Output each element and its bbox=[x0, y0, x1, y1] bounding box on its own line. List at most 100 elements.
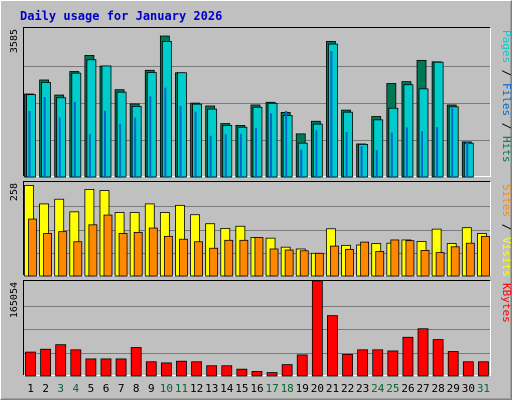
x-tick-label: 3 bbox=[57, 382, 64, 395]
x-tick-label: 19 bbox=[296, 382, 309, 395]
bar-kbytes bbox=[296, 354, 308, 377]
bar-sites bbox=[28, 218, 37, 277]
legend-segment: Hits bbox=[500, 136, 512, 163]
bar-pages bbox=[315, 130, 318, 177]
bar-files bbox=[41, 82, 51, 178]
x-tick-label: 24 bbox=[371, 382, 385, 395]
bar-pages bbox=[224, 134, 227, 177]
bar-sites bbox=[133, 231, 143, 277]
x-tick-label: 25 bbox=[386, 382, 399, 395]
bar-sites bbox=[465, 242, 475, 277]
bar-files bbox=[388, 107, 399, 178]
bar-pages bbox=[164, 87, 167, 177]
bar-files bbox=[207, 108, 218, 178]
bars-hits bbox=[24, 35, 474, 178]
legend-kbytes: KBytes bbox=[500, 283, 512, 323]
y-max-label: 3585 bbox=[9, 29, 20, 53]
panel-border-dark bbox=[23, 27, 491, 177]
bar-sites bbox=[481, 235, 490, 277]
bar-sites bbox=[450, 246, 460, 277]
bar-kbytes bbox=[462, 361, 474, 377]
bar-sites bbox=[314, 252, 324, 277]
x-tick-label: 17 bbox=[265, 382, 278, 395]
panel-border-dark bbox=[23, 280, 491, 376]
bar-kbytes bbox=[85, 358, 97, 377]
bar-kbytes bbox=[251, 371, 263, 377]
bar-pages bbox=[119, 123, 122, 177]
bar-files bbox=[86, 59, 97, 178]
bar-files bbox=[222, 124, 233, 178]
x-tick-label: 31 bbox=[477, 382, 490, 395]
bar-kbytes bbox=[372, 349, 384, 377]
bar-kbytes bbox=[70, 349, 82, 377]
x-tick-label: 9 bbox=[148, 382, 155, 395]
bar-kbytes bbox=[447, 351, 459, 377]
bar-kbytes bbox=[221, 365, 233, 377]
bar-kbytes bbox=[417, 328, 429, 377]
bar-sites bbox=[360, 241, 370, 277]
bar-pages bbox=[270, 113, 273, 177]
bar-kbytes bbox=[40, 348, 51, 377]
bar-kbytes bbox=[191, 361, 202, 377]
bar-sites bbox=[163, 235, 173, 277]
bar-files bbox=[448, 106, 459, 178]
legend-segment: / bbox=[500, 63, 512, 83]
x-tick-label: 27 bbox=[416, 382, 429, 395]
bar-files bbox=[373, 119, 384, 178]
bar-kbytes bbox=[432, 339, 444, 377]
bar-files bbox=[403, 84, 414, 178]
chart-title: Daily usage for January 2026 bbox=[20, 9, 222, 23]
bar-kbytes bbox=[311, 280, 323, 377]
bar-kbytes bbox=[130, 347, 142, 377]
bar-sites bbox=[179, 238, 188, 277]
bar-files bbox=[26, 94, 36, 178]
x-tick-label: 10 bbox=[160, 382, 173, 395]
bar-pages bbox=[58, 117, 61, 177]
bar-pages bbox=[239, 133, 242, 177]
bar-sites bbox=[103, 214, 113, 277]
bar-kbytes bbox=[176, 360, 187, 377]
bar-pages bbox=[209, 135, 212, 177]
bar-pages bbox=[254, 127, 257, 177]
bar-sites bbox=[43, 233, 52, 277]
bar-pages bbox=[285, 110, 288, 177]
legend-segment: Files bbox=[500, 83, 512, 116]
legend-visits: Sites / Visits bbox=[500, 184, 512, 277]
x-tick-label: 23 bbox=[356, 382, 369, 395]
x-tick-label: 30 bbox=[462, 382, 475, 395]
bar-files bbox=[358, 143, 369, 178]
x-tick-label: 8 bbox=[133, 382, 140, 395]
bar-kbytes bbox=[25, 351, 36, 377]
panel-visits: 258 Sites / Visits bbox=[9, 181, 512, 277]
legend-hits: Pages / Files / Hits bbox=[500, 30, 512, 163]
bar-files bbox=[343, 111, 353, 178]
bar-kbytes bbox=[357, 349, 369, 377]
bar-files bbox=[101, 65, 112, 178]
bar-kbytes bbox=[342, 353, 353, 377]
x-tick-label: 20 bbox=[311, 382, 324, 395]
bar-pages bbox=[103, 110, 106, 177]
legend-segment: / bbox=[500, 217, 512, 237]
bar-files bbox=[116, 91, 127, 178]
bar-kbytes bbox=[160, 362, 172, 377]
legend-segment: Pages bbox=[500, 30, 512, 63]
x-tick-label: 1 bbox=[27, 382, 34, 395]
bar-sites bbox=[390, 239, 400, 277]
y-max-label: 258 bbox=[9, 183, 20, 201]
bar-files bbox=[161, 40, 172, 178]
bar-pages bbox=[73, 101, 76, 177]
x-tick-label: 4 bbox=[73, 382, 80, 395]
bar-files bbox=[297, 142, 308, 178]
bar-pages bbox=[345, 132, 348, 177]
legend-segment: Sites bbox=[500, 184, 512, 217]
bar-kbytes bbox=[115, 358, 127, 377]
bars-visits bbox=[24, 185, 490, 277]
bar-pages bbox=[300, 149, 303, 177]
x-tick-label: 16 bbox=[250, 382, 263, 395]
bar-pages bbox=[88, 134, 91, 177]
bar-files bbox=[312, 123, 323, 178]
bar-files bbox=[267, 102, 278, 178]
x-tick-label: 18 bbox=[281, 382, 294, 395]
bar-kbytes bbox=[402, 336, 414, 377]
